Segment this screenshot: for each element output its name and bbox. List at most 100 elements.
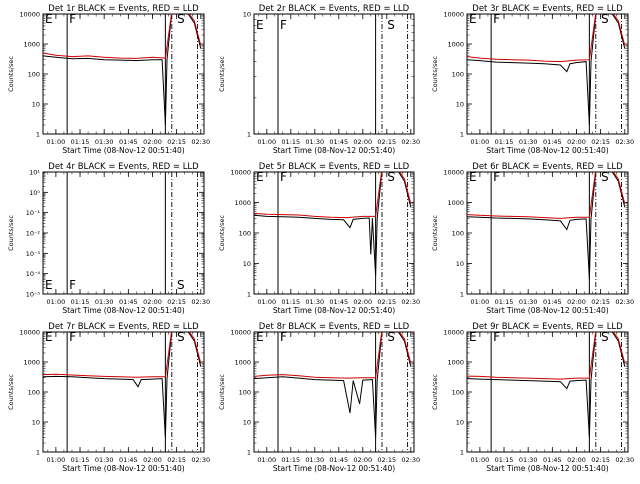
x-tick-label: 01:00 [257, 138, 276, 146]
x-axis-label: Start Time (08-Nov-12 00:51:40) [486, 146, 608, 155]
y-tick-label: 100 [452, 71, 464, 79]
x-tick-label: 01:45 [329, 298, 348, 306]
x-tick-label: 01:00 [257, 298, 276, 306]
y-axis-label: Counts/sec [7, 215, 15, 251]
marker-label-e: E [45, 330, 53, 344]
x-tick-label: 02:00 [353, 456, 372, 464]
x-tick-label: 02:15 [377, 456, 396, 464]
marker-label-f: F [69, 12, 76, 26]
y-tick-label: 1000 [447, 41, 464, 49]
y-axis-label: Counts/sec [431, 374, 439, 410]
x-tick-label: 01:45 [543, 456, 562, 464]
marker-label-s: S [387, 18, 395, 32]
panel-title: Det 9r BLACK = Events, RED = LLD [472, 322, 623, 332]
y-tick-label: 100 [452, 389, 464, 397]
x-tick-label: 01:00 [471, 456, 490, 464]
y-tick-label: 10⁻³ [26, 250, 41, 258]
x-tick-label: 01:30 [305, 138, 324, 146]
x-tick-label: 01:00 [47, 298, 66, 306]
y-axis-label: Counts/sec [431, 215, 439, 251]
x-tick-label: 02:15 [591, 298, 610, 306]
x-tick-label: 01:30 [519, 138, 538, 146]
x-tick-label: 01:00 [471, 298, 490, 306]
y-tick-label: 10 [243, 11, 251, 19]
marker-label-s: S [177, 12, 185, 26]
x-tick-label: 02:30 [191, 298, 210, 306]
x-tick-label: 01:15 [281, 456, 300, 464]
panel-title: Det 8r BLACK = Events, RED = LLD [259, 322, 410, 332]
x-tick-label: 02:30 [191, 138, 210, 146]
y-tick-label: 10000 [443, 11, 464, 19]
x-tick-label: 01:15 [495, 456, 514, 464]
marker-label-e: E [469, 12, 477, 26]
series-lld-line [467, 172, 626, 219]
series-events-line [43, 332, 202, 438]
x-tick-label: 02:15 [167, 456, 186, 464]
marker-label-s: S [387, 170, 395, 184]
y-tick-label: 10000 [443, 169, 464, 177]
marker-label-f: F [493, 330, 500, 344]
y-tick-label: 100 [28, 71, 40, 79]
x-tick-label: 01:15 [281, 298, 300, 306]
panel-title: Det 3r BLACK = Events, RED = LLD [472, 4, 623, 14]
series-events-line [254, 332, 412, 438]
y-tick-label: 10 [32, 419, 40, 427]
panel-det-9: Det 9r BLACK = Events, RED = LLD 1 10 100 10… [431, 322, 634, 473]
x-tick-label: 01:15 [71, 298, 90, 306]
y-tick-label: 10⁻⁵ [26, 291, 41, 299]
marker-label-e: E [469, 170, 477, 184]
y-tick-label: 1 [460, 449, 464, 457]
panel-det-4: Det 4r BLACK = Events, RED = LLD 10⁻⁵ 10⁻⁴… [7, 162, 210, 315]
x-tick-label: 01:30 [305, 456, 324, 464]
x-tick-label: 01:45 [543, 138, 562, 146]
marker-label-f: F [493, 170, 500, 184]
panel-title: Det 5r BLACK = Events, RED = LLD [259, 162, 410, 172]
y-tick-label: 10000 [443, 329, 464, 337]
series-events-line [467, 332, 626, 438]
x-tick-label: 02:30 [401, 138, 420, 146]
y-tick-label: 10¹ [29, 169, 40, 177]
marker-label-f: F [280, 18, 287, 32]
y-axis-label: Counts/sec [218, 215, 226, 251]
y-tick-label: 1 [36, 131, 40, 139]
y-tick-label: 1 [460, 131, 464, 139]
series-lld-line [254, 172, 412, 219]
y-tick-label: 1000 [23, 359, 40, 367]
y-tick-label: 1000 [234, 199, 251, 207]
series-lld-line [254, 332, 412, 379]
x-tick-label: 01:30 [305, 298, 324, 306]
panel-title: Det 2r BLACK = Events, RED = LLD [259, 4, 410, 14]
marker-label-s: S [387, 330, 395, 344]
marker-label-s: S [601, 12, 609, 26]
y-tick-label: 1 [247, 131, 251, 139]
y-tick-label: 10⁰ [29, 189, 40, 197]
y-tick-label: 10⁻⁴ [26, 270, 41, 278]
x-tick-label: 02:15 [167, 298, 186, 306]
x-axis-label: Start Time (08-Nov-12 00:51:40) [486, 464, 608, 473]
y-tick-label: 10 [456, 260, 464, 268]
x-tick-label: 02:00 [143, 456, 162, 464]
y-axis-label: Counts/sec [7, 56, 15, 92]
y-axis-label: Counts/sec [218, 374, 226, 410]
y-tick-label: 10000 [19, 329, 40, 337]
x-tick-label: 01:00 [47, 138, 66, 146]
series-events-line [254, 172, 412, 276]
plot-frame [253, 13, 415, 135]
x-axis-label: Start Time (08-Nov-12 00:51:40) [273, 306, 395, 315]
marker-label-s: S [601, 170, 609, 184]
panel-title: Det 7r BLACK = Events, RED = LLD [48, 322, 199, 332]
series-lld-line [43, 332, 202, 378]
marker-label-f: F [69, 330, 76, 344]
y-tick-label: 10 [243, 260, 251, 268]
x-tick-label: 01:30 [95, 138, 114, 146]
x-tick-label: 01:15 [495, 138, 514, 146]
x-tick-label: 02:30 [615, 138, 634, 146]
x-tick-label: 01:45 [119, 138, 138, 146]
y-tick-label: 1 [247, 291, 251, 299]
y-tick-label: 10 [456, 101, 464, 109]
marker-label-f: F [69, 278, 76, 292]
series-lld-line [467, 332, 626, 380]
x-tick-label: 02:15 [377, 138, 396, 146]
x-tick-label: 02:00 [143, 298, 162, 306]
